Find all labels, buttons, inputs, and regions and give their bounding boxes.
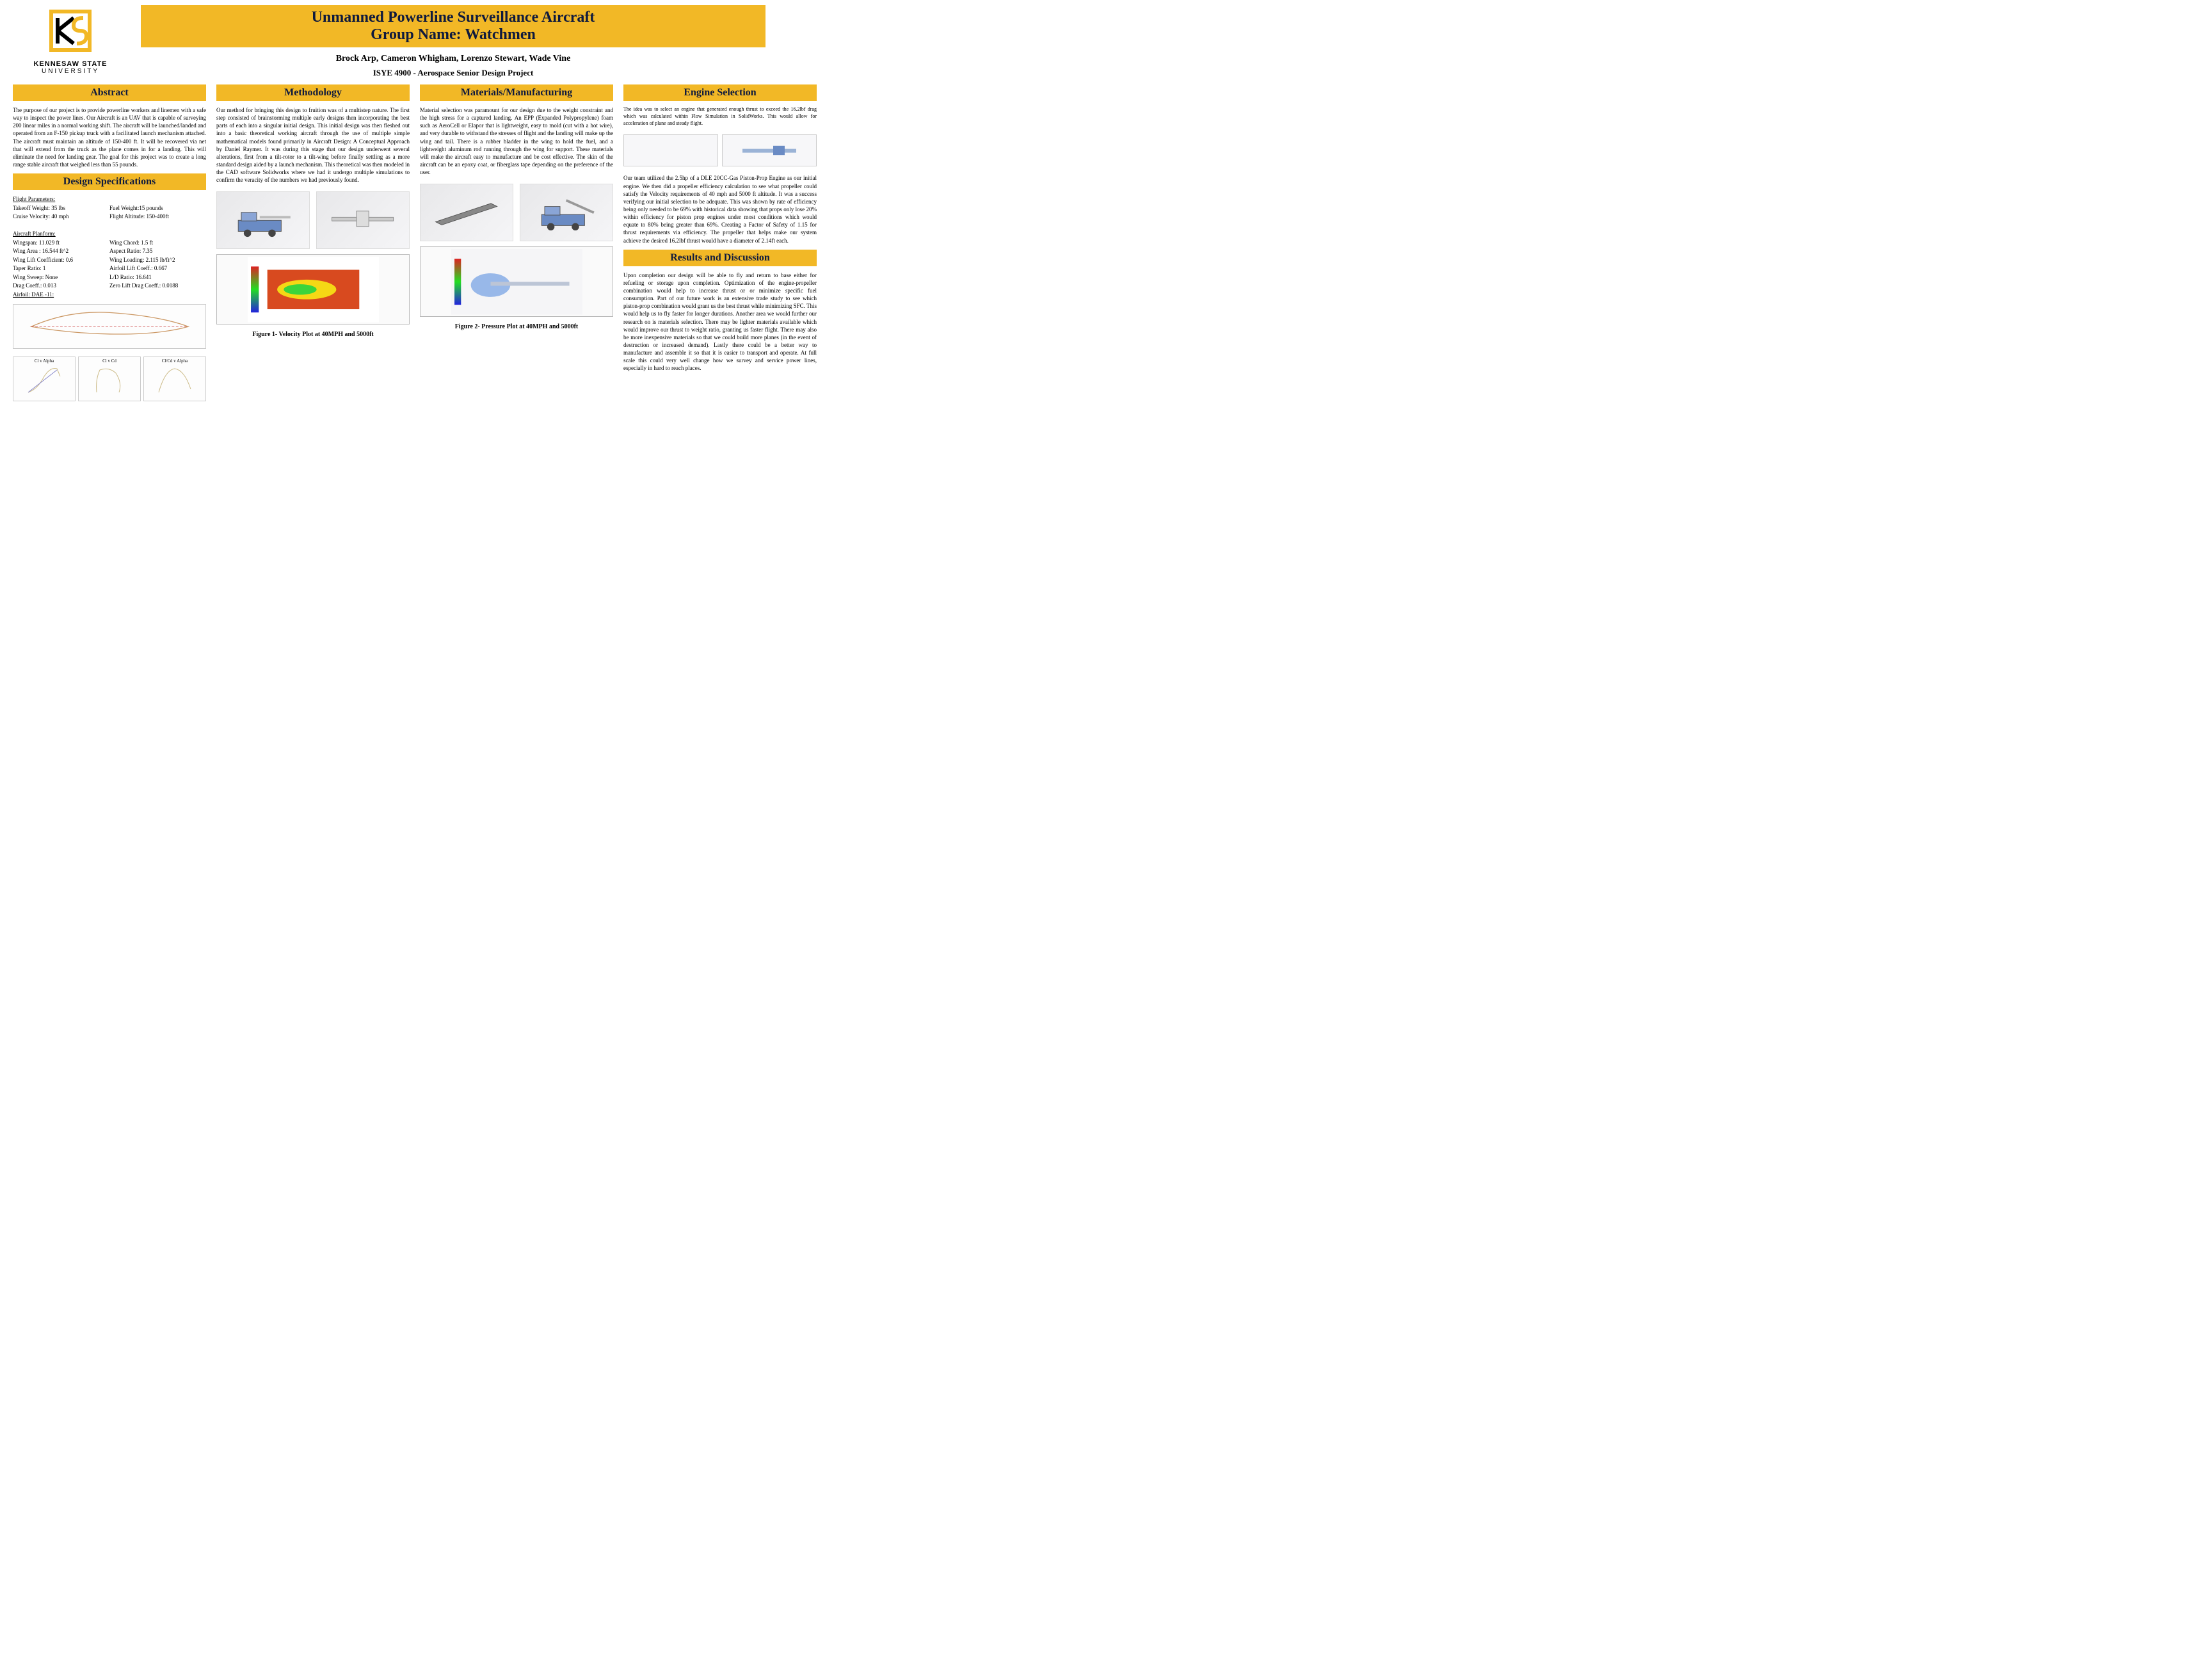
- spec-item: Cruise Velocity: 40 mph: [13, 212, 109, 221]
- planform-row: Wingspan: 11.029 ft Wing Area : 16.544 f…: [13, 239, 206, 291]
- spec-item: Wing Loading: 2.115 lb/ft^2: [109, 256, 206, 265]
- engine-plots: [623, 134, 817, 166]
- col-3: Materials/Manufacturing Material selecti…: [420, 84, 613, 617]
- spec-item: L/D Ratio: 16.641: [109, 273, 206, 282]
- spec-item: Wingspan: 11.029 ft: [13, 239, 109, 248]
- methodology-text: Our method for bringing this design to f…: [216, 106, 410, 184]
- abstract-text: The purpose of our project is to provide…: [13, 106, 206, 168]
- design-specs: Flight Parameters: Takeoff Weight: 35 lb…: [13, 195, 206, 299]
- ksu-logo-icon: [38, 5, 102, 56]
- columns: Abstract The purpose of our project is t…: [13, 84, 817, 617]
- materials-heading: Materials/Manufacturing: [420, 84, 613, 101]
- methodology-heading: Methodology: [216, 84, 410, 101]
- pressure-plot: [420, 246, 613, 317]
- spec-item: Zero Lift Drag Coeff.: 0.0188: [109, 282, 206, 291]
- velocity-plot: [216, 254, 410, 325]
- chart-cl-cd: Cl v Cd: [78, 357, 141, 401]
- designspecs-heading: Design Specifications: [13, 173, 206, 190]
- flight-params-label: Flight Parameters:: [13, 195, 206, 204]
- chart-label: Cl v Alpha: [35, 358, 54, 364]
- materials-text: Material selection was paramount for our…: [420, 106, 613, 176]
- mini-charts: Cl v Alpha Cl v Cd Cl/Cd v Alpha: [13, 357, 206, 401]
- main-title-bar: Unmanned Powerline Surveillance Aircraft…: [141, 5, 765, 47]
- engine-plot-2: [722, 134, 817, 166]
- spec-item: Wing Lift Coefficient: 0.6: [13, 256, 109, 265]
- engine-heading: Engine Selection: [623, 84, 817, 101]
- results-heading: Results and Discussion: [623, 250, 817, 266]
- chart-clcd-alpha: Cl/Cd v Alpha: [143, 357, 206, 401]
- spec-item: Wing Area : 16.544 ft^2: [13, 247, 109, 256]
- spec-item: Flight Altitude: 150-400ft: [109, 212, 206, 221]
- engine-plot-1: [623, 134, 718, 166]
- poster-root: KENNESAW STATE UNIVERSITY Unmanned Power…: [0, 0, 830, 622]
- col-4: Engine Selection The idea was to select …: [623, 84, 817, 617]
- spec-item: Wing Chord: 1.5 ft: [109, 239, 206, 248]
- university-name: KENNESAW STATE: [13, 60, 128, 68]
- spec-item: Aspect Ratio: 7.35: [109, 247, 206, 256]
- university-sub: UNIVERSITY: [13, 68, 128, 75]
- fig2-caption: Figure 2- Pressure Plot at 40MPH and 500…: [420, 323, 613, 330]
- methodology-renders: [216, 191, 410, 249]
- chart-label: Cl/Cd v Alpha: [162, 358, 188, 364]
- engine-intro: The idea was to select an engine that ge…: [623, 106, 817, 127]
- col-2: Methodology Our method for bringing this…: [216, 84, 410, 617]
- pf-left: Wingspan: 11.029 ft Wing Area : 16.544 f…: [13, 239, 109, 291]
- col-1: Abstract The purpose of our project is t…: [13, 84, 206, 617]
- render-wing-assembly: [316, 191, 410, 249]
- engine-body: Our team utilized the 2.5hp of a DLE 20C…: [623, 174, 817, 244]
- airfoil-label: Airfoil: DAE -11:: [13, 291, 206, 300]
- render-truck-iso: [216, 191, 310, 249]
- logo-block: KENNESAW STATE UNIVERSITY: [13, 5, 128, 75]
- chart-cl-alpha: Cl v Alpha: [13, 357, 76, 401]
- spec-item: Wing Sweep: None: [13, 273, 109, 282]
- flight-params-row: Takeoff Weight: 35 lbs Cruise Velocity: …: [13, 204, 206, 221]
- planform-label: Aircraft Planform:: [13, 230, 206, 239]
- fp-right: Fuel Weight:15 pounds Flight Altitude: 1…: [109, 204, 206, 221]
- title-block: Unmanned Powerline Surveillance Aircraft…: [141, 5, 765, 78]
- fig1-caption: Figure 1- Velocity Plot at 40MPH and 500…: [216, 331, 410, 338]
- results-text: Upon completion our design will be able …: [623, 271, 817, 373]
- title-line2: Group Name: Watchmen: [147, 26, 759, 44]
- spec-item: Takeoff Weight: 35 lbs: [13, 204, 109, 213]
- fp-left: Takeoff Weight: 35 lbs Cruise Velocity: …: [13, 204, 109, 221]
- materials-renders: [420, 184, 613, 241]
- abstract-heading: Abstract: [13, 84, 206, 101]
- chart-label: Cl v Cd: [102, 358, 116, 364]
- spec-item: Airfoil Lift Coeff.: 0.667: [109, 264, 206, 273]
- pf-right: Wing Chord: 1.5 ft Aspect Ratio: 7.35 Wi…: [109, 239, 206, 291]
- course: ISYE 4900 - Aerospace Senior Design Proj…: [141, 68, 765, 78]
- spec-item: Taper Ratio: 1: [13, 264, 109, 273]
- render-truck-wing: [520, 184, 613, 241]
- airfoil-profile-chart: [13, 304, 206, 349]
- spec-item: Drag Coeff.: 0.013: [13, 282, 109, 291]
- spec-item: Fuel Weight:15 pounds: [109, 204, 206, 213]
- header-row: KENNESAW STATE UNIVERSITY Unmanned Power…: [13, 5, 817, 78]
- authors: Brock Arp, Cameron Whigham, Lorenzo Stew…: [141, 54, 765, 64]
- title-line1: Unmanned Powerline Surveillance Aircraft: [147, 9, 759, 26]
- render-rail: [420, 184, 513, 241]
